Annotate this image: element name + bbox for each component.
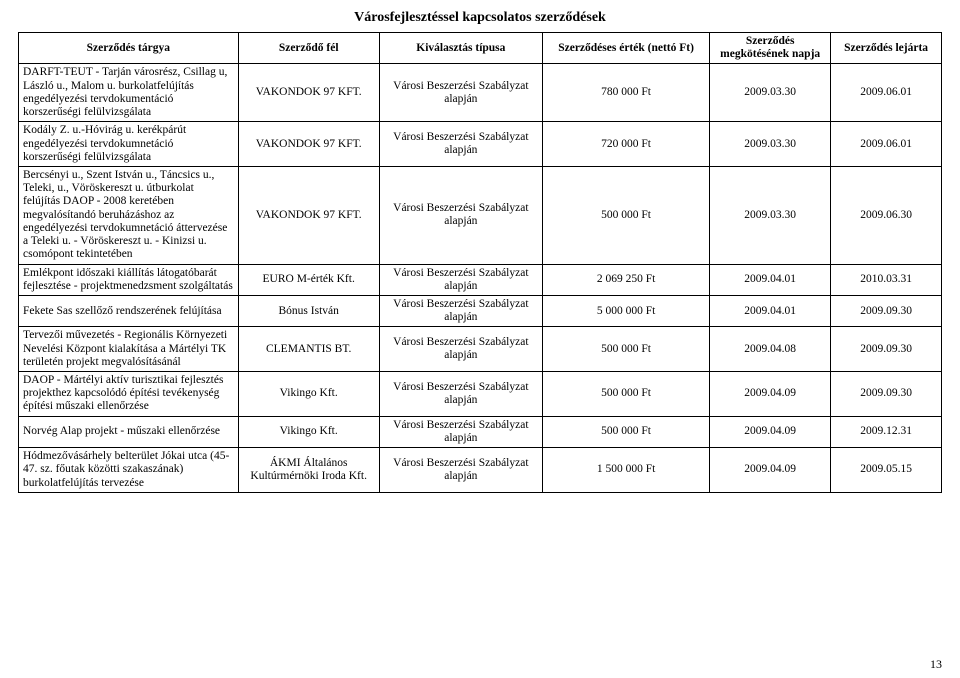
cell-party: ÁKMI Általános Kultúrmérnöki Iroda Kft.	[238, 448, 379, 493]
col-party-header: Szerződő fél	[238, 33, 379, 64]
cell-type: Városi Beszerzési Szabályzat alapján	[379, 372, 542, 417]
cell-value: 500 000 Ft	[542, 327, 709, 372]
cell-type: Városi Beszerzési Szabályzat alapján	[379, 295, 542, 326]
cell-subject: Hódmezővásárhely belterület Jókai utca (…	[19, 448, 239, 493]
cell-party: Vikingo Kft.	[238, 372, 379, 417]
cell-type: Városi Beszerzési Szabályzat alapján	[379, 416, 542, 447]
page-number: 13	[930, 657, 942, 672]
cell-date2: 2009.09.30	[831, 327, 942, 372]
table-row: Bercsényi u., Szent István u., Táncsics …	[19, 166, 942, 264]
cell-date1: 2009.04.09	[710, 448, 831, 493]
col-date1-header: Szerződés megkötésének napja	[710, 33, 831, 64]
cell-date1: 2009.04.09	[710, 372, 831, 417]
cell-subject: Kodály Z. u.-Hóvirág u. kerékpárút enged…	[19, 122, 239, 167]
cell-value: 500 000 Ft	[542, 166, 709, 264]
table-row: DAOP - Mártélyi aktív turisztikai fejles…	[19, 372, 942, 417]
cell-date2: 2010.03.31	[831, 264, 942, 295]
table-row: Norvég Alap projekt - műszaki ellenőrzés…	[19, 416, 942, 447]
cell-date1: 2009.04.08	[710, 327, 831, 372]
col-type-header: Kiválasztás típusa	[379, 33, 542, 64]
cell-subject: Norvég Alap projekt - műszaki ellenőrzés…	[19, 416, 239, 447]
cell-party: CLEMANTIS BT.	[238, 327, 379, 372]
cell-value: 780 000 Ft	[542, 64, 709, 122]
col-date2-header: Szerződés lejárta	[831, 33, 942, 64]
cell-subject: Emlékpont időszaki kiállítás látogatóbar…	[19, 264, 239, 295]
cell-party: Bónus István	[238, 295, 379, 326]
cell-type: Városi Beszerzési Szabályzat alapján	[379, 327, 542, 372]
cell-date2: 2009.09.30	[831, 295, 942, 326]
cell-subject: DARFT-TEUT - Tarján városrész, Csillag u…	[19, 64, 239, 122]
page: Városfejlesztéssel kapcsolatos szerződés…	[0, 0, 960, 678]
cell-date2: 2009.06.01	[831, 64, 942, 122]
col-value-header: Szerződéses érték (nettó Ft)	[542, 33, 709, 64]
cell-party: Vikingo Kft.	[238, 416, 379, 447]
cell-party: VAKONDOK 97 KFT.	[238, 122, 379, 167]
cell-party: VAKONDOK 97 KFT.	[238, 64, 379, 122]
cell-date2: 2009.12.31	[831, 416, 942, 447]
cell-date2: 2009.06.30	[831, 166, 942, 264]
table-row: Emlékpont időszaki kiállítás látogatóbar…	[19, 264, 942, 295]
cell-date1: 2009.03.30	[710, 122, 831, 167]
cell-date2: 2009.06.01	[831, 122, 942, 167]
table-row: DARFT-TEUT - Tarján városrész, Csillag u…	[19, 64, 942, 122]
cell-party: VAKONDOK 97 KFT.	[238, 166, 379, 264]
cell-value: 1 500 000 Ft	[542, 448, 709, 493]
table-row: Tervezői művezetés - Regionális Környeze…	[19, 327, 942, 372]
table-row: Fekete Sas szellőző rendszerének felújít…	[19, 295, 942, 326]
cell-party: EURO M-érték Kft.	[238, 264, 379, 295]
cell-subject: Tervezői művezetés - Regionális Környeze…	[19, 327, 239, 372]
cell-subject: DAOP - Mártélyi aktív turisztikai fejles…	[19, 372, 239, 417]
cell-value: 5 000 000 Ft	[542, 295, 709, 326]
page-title: Városfejlesztéssel kapcsolatos szerződés…	[18, 10, 942, 26]
cell-type: Városi Beszerzési Szabályzat alapján	[379, 166, 542, 264]
cell-value: 500 000 Ft	[542, 372, 709, 417]
cell-value: 500 000 Ft	[542, 416, 709, 447]
cell-date2: 2009.09.30	[831, 372, 942, 417]
cell-type: Városi Beszerzési Szabályzat alapján	[379, 64, 542, 122]
cell-subject: Bercsényi u., Szent István u., Táncsics …	[19, 166, 239, 264]
cell-date2: 2009.05.15	[831, 448, 942, 493]
cell-value: 720 000 Ft	[542, 122, 709, 167]
table-head: Szerződés tárgya Szerződő fél Kiválasztá…	[19, 33, 942, 64]
cell-type: Városi Beszerzési Szabályzat alapján	[379, 122, 542, 167]
cell-date1: 2009.04.01	[710, 295, 831, 326]
contracts-table: Szerződés tárgya Szerződő fél Kiválasztá…	[18, 32, 942, 493]
cell-subject: Fekete Sas szellőző rendszerének felújít…	[19, 295, 239, 326]
table-row: Hódmezővásárhely belterület Jókai utca (…	[19, 448, 942, 493]
table-body: DARFT-TEUT - Tarján városrész, Csillag u…	[19, 64, 942, 492]
cell-value: 2 069 250 Ft	[542, 264, 709, 295]
cell-date1: 2009.04.09	[710, 416, 831, 447]
table-row: Kodály Z. u.-Hóvirág u. kerékpárút enged…	[19, 122, 942, 167]
cell-type: Városi Beszerzési Szabályzat alapján	[379, 448, 542, 493]
cell-date1: 2009.03.30	[710, 166, 831, 264]
col-subject-header: Szerződés tárgya	[19, 33, 239, 64]
cell-date1: 2009.03.30	[710, 64, 831, 122]
cell-date1: 2009.04.01	[710, 264, 831, 295]
cell-type: Városi Beszerzési Szabályzat alapján	[379, 264, 542, 295]
